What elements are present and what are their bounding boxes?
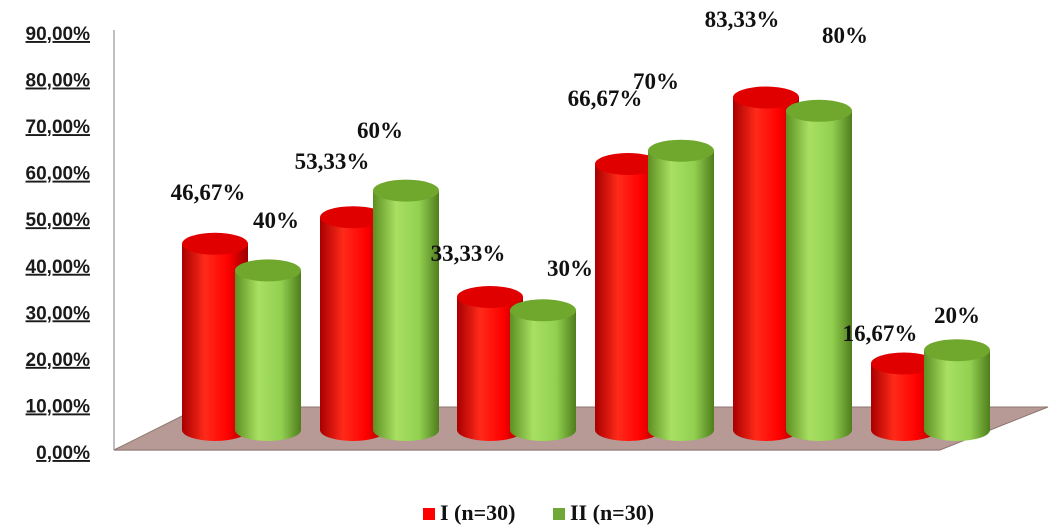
legend-label: I (n=30) (440, 500, 516, 525)
bar-body (871, 363, 937, 441)
bar-series1 (320, 206, 386, 441)
bar-series2 (510, 299, 576, 441)
y-tick-label: 20,00% (26, 350, 91, 371)
bar-top (510, 299, 576, 322)
y-tick-label: 0,00% (36, 443, 90, 464)
labels-layer: 46,67% 53,33% 33,33% 66,67% 83,33% 16,67% 40% 6… (171, 7, 980, 346)
bar-body (182, 243, 248, 441)
bar-top (235, 259, 301, 282)
data-label: 46,67% (171, 180, 246, 205)
bar-top (924, 339, 990, 362)
data-label: 33,33% (431, 241, 506, 266)
y-tick-label: 70,00% (26, 117, 91, 138)
bar-body (786, 110, 852, 442)
bar-top (373, 179, 439, 202)
bar-series1 (871, 352, 937, 441)
y-tick-label: 10,00% (26, 396, 91, 417)
bar-body (648, 150, 714, 441)
bar-series1 (733, 86, 799, 441)
y-tick-label: 40,00% (26, 257, 91, 278)
bar-series1 (595, 152, 661, 441)
axis-layer: 0,00% 10,00% 20,00% 30,00% 40,00% 50,00% 60,00… (26, 24, 940, 464)
legend-label: II (n=30) (570, 500, 654, 525)
bar-top (733, 86, 799, 109)
bar-body (235, 270, 301, 441)
bar-top (595, 152, 661, 175)
data-label: 30% (547, 256, 593, 281)
bar-series2 (924, 339, 990, 441)
data-label: 60% (357, 118, 403, 143)
bar-body (924, 350, 990, 441)
bar-top (871, 352, 937, 375)
bar-top (786, 99, 852, 122)
data-label: 83,33% (705, 7, 780, 32)
data-label: 40% (253, 208, 299, 233)
legend: I (n=30) II (n=30) (423, 500, 654, 525)
y-tick-label: 90,00% (26, 24, 91, 45)
bar-top (182, 232, 248, 255)
bar-body (510, 310, 576, 441)
data-label: 80% (822, 23, 868, 48)
data-label: 70% (633, 69, 679, 94)
data-label: 20% (934, 303, 980, 328)
data-label: 66,67% (568, 86, 643, 111)
data-label: 16,67% (843, 321, 918, 346)
bars-layer (182, 86, 990, 442)
y-tick-label: 80,00% (26, 71, 91, 92)
legend-swatch (423, 508, 435, 520)
bar-series1 (182, 232, 248, 441)
bar-body (320, 217, 386, 441)
bar-series2 (786, 99, 852, 442)
bar-body (457, 297, 523, 441)
y-tick-label: 60,00% (26, 164, 91, 185)
bar-series2 (648, 139, 714, 441)
bar-series1 (457, 286, 523, 441)
bar-top (648, 139, 714, 162)
bar-body (733, 97, 799, 441)
bar-body (373, 190, 439, 441)
data-label: 53,33% (295, 149, 370, 174)
bar-series2 (373, 179, 439, 441)
legend-swatch (553, 508, 565, 520)
bar-top (457, 286, 523, 309)
bar-top (320, 206, 386, 229)
bar-body (595, 163, 661, 441)
y-tick-label: 30,00% (26, 303, 91, 324)
y-tick-label: 50,00% (26, 210, 91, 231)
bar-series2 (235, 259, 301, 441)
